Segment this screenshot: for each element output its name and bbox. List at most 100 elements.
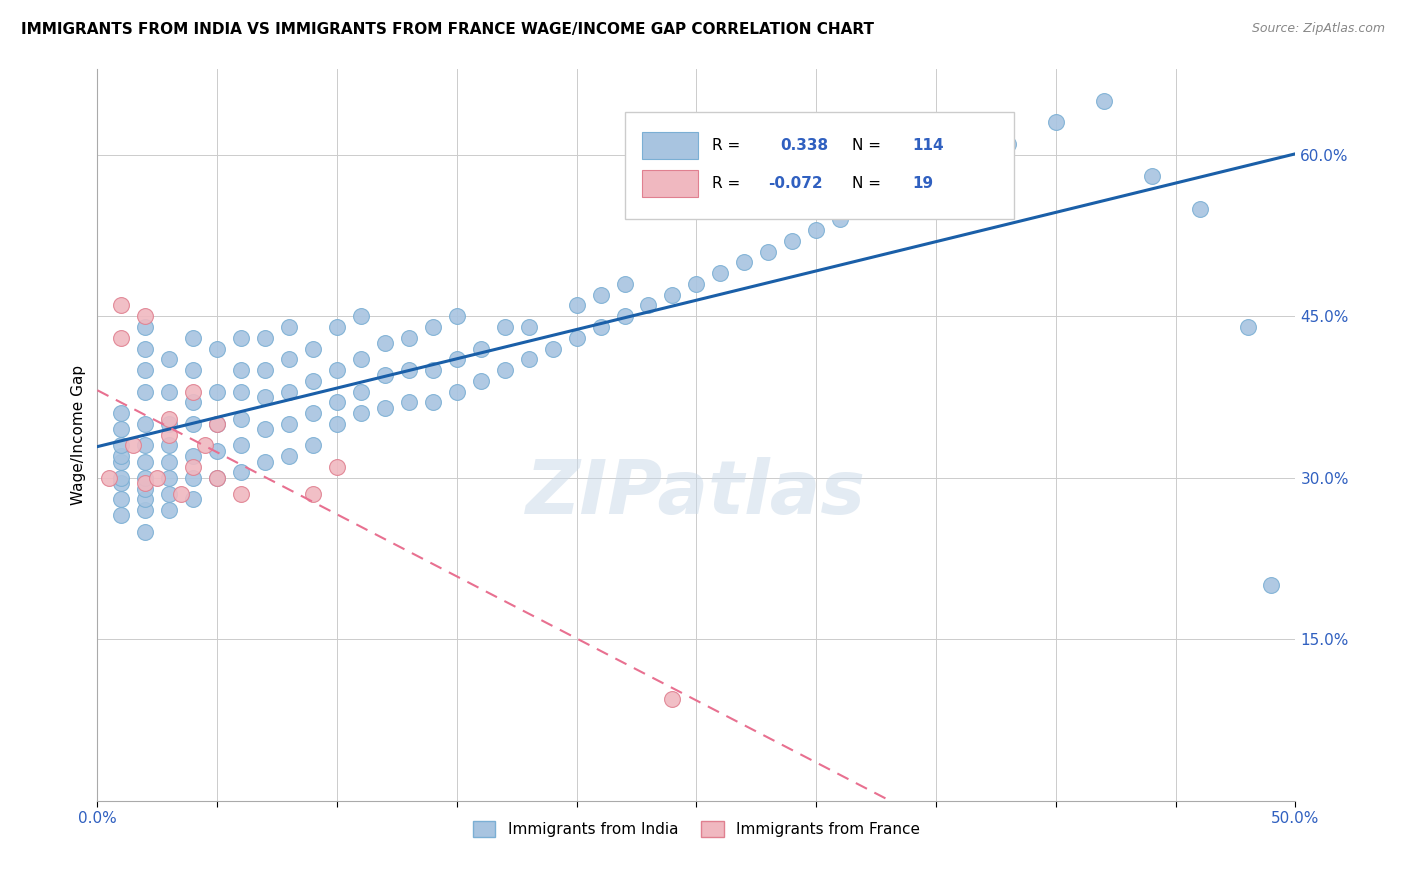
Point <box>229 363 252 377</box>
Point <box>613 277 636 291</box>
Point <box>181 460 204 475</box>
Point <box>110 406 132 420</box>
Point <box>229 487 252 501</box>
Point <box>830 212 852 227</box>
Text: N =: N = <box>852 176 882 191</box>
Point <box>470 342 492 356</box>
Point <box>181 331 204 345</box>
Point <box>110 476 132 491</box>
Point <box>326 363 349 377</box>
Text: R =: R = <box>711 176 740 191</box>
Point <box>997 136 1019 151</box>
Text: Source: ZipAtlas.com: Source: ZipAtlas.com <box>1251 22 1385 36</box>
Point <box>134 438 156 452</box>
Point <box>157 503 180 517</box>
Point <box>122 438 145 452</box>
Point <box>302 406 325 420</box>
Point <box>350 310 373 324</box>
Point <box>302 374 325 388</box>
Point <box>302 438 325 452</box>
Point <box>134 342 156 356</box>
Point <box>1140 169 1163 184</box>
FancyBboxPatch shape <box>643 132 697 159</box>
Point <box>229 331 252 345</box>
Point <box>254 363 277 377</box>
Point <box>157 417 180 431</box>
Point <box>157 471 180 485</box>
Point <box>205 471 228 485</box>
Point <box>181 363 204 377</box>
Point <box>1260 578 1282 592</box>
Point <box>422 395 444 409</box>
Point <box>134 471 156 485</box>
Point <box>565 331 588 345</box>
Point <box>1188 202 1211 216</box>
Point <box>350 406 373 420</box>
Point <box>254 455 277 469</box>
Point <box>422 363 444 377</box>
Point <box>157 455 180 469</box>
Text: -0.072: -0.072 <box>768 176 823 191</box>
Point <box>398 395 420 409</box>
Point <box>278 384 301 399</box>
Point <box>205 417 228 431</box>
Point <box>157 352 180 367</box>
Point <box>422 320 444 334</box>
Point <box>157 438 180 452</box>
Point <box>157 427 180 442</box>
Point <box>110 455 132 469</box>
Point <box>326 460 349 475</box>
Point <box>278 352 301 367</box>
Point <box>157 384 180 399</box>
Text: N =: N = <box>852 138 882 153</box>
Point <box>134 476 156 491</box>
Point <box>110 298 132 312</box>
Point <box>326 417 349 431</box>
Point <box>110 331 132 345</box>
Point <box>98 471 121 485</box>
Point <box>780 234 803 248</box>
Point <box>806 223 828 237</box>
Point <box>613 310 636 324</box>
Point <box>350 352 373 367</box>
Point <box>637 298 659 312</box>
Point <box>853 202 876 216</box>
Point <box>170 487 193 501</box>
Point <box>134 524 156 539</box>
Point <box>205 384 228 399</box>
Point <box>110 422 132 436</box>
Point <box>181 492 204 507</box>
Point <box>157 487 180 501</box>
Point <box>181 471 204 485</box>
Point <box>494 363 516 377</box>
Point <box>565 298 588 312</box>
Point <box>326 395 349 409</box>
Point <box>110 492 132 507</box>
Point <box>446 310 468 324</box>
Text: R =: R = <box>711 138 740 153</box>
Point <box>398 331 420 345</box>
Point <box>205 443 228 458</box>
Point <box>517 320 540 334</box>
Point <box>134 384 156 399</box>
Text: IMMIGRANTS FROM INDIA VS IMMIGRANTS FROM FRANCE WAGE/INCOME GAP CORRELATION CHAR: IMMIGRANTS FROM INDIA VS IMMIGRANTS FROM… <box>21 22 875 37</box>
Point <box>925 169 948 184</box>
Point <box>374 336 396 351</box>
Point <box>661 287 683 301</box>
Text: 114: 114 <box>912 138 943 153</box>
Point <box>589 320 612 334</box>
Point <box>181 417 204 431</box>
Point <box>374 401 396 415</box>
Point <box>205 342 228 356</box>
Point <box>733 255 755 269</box>
Point <box>110 508 132 523</box>
Text: 19: 19 <box>912 176 934 191</box>
Point <box>949 158 972 172</box>
Point <box>229 411 252 425</box>
Point <box>326 320 349 334</box>
Point <box>685 277 707 291</box>
FancyBboxPatch shape <box>624 112 1014 219</box>
Point <box>541 342 564 356</box>
Point <box>1236 320 1258 334</box>
Point <box>229 438 252 452</box>
